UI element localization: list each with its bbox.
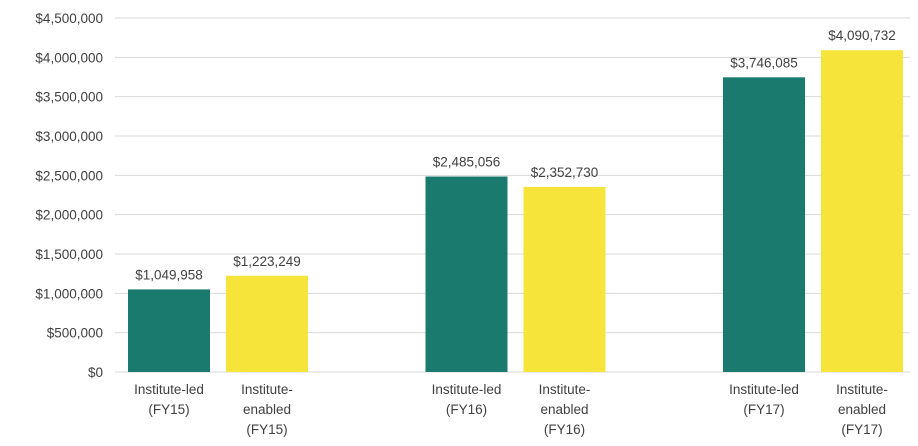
y-tick-label: $3,000,000: [35, 129, 103, 144]
x-tick-label: Institute-enabled (FY17): [836, 382, 888, 437]
y-tick-label: $500,000: [47, 326, 103, 341]
bar: [723, 77, 805, 372]
x-tick-label: Institute-led (FY17): [729, 382, 799, 417]
y-tick-label: $4,500,000: [35, 11, 103, 26]
x-tick-label: Institute-led (FY16): [432, 382, 502, 417]
bar: [821, 50, 903, 373]
x-tick-label: Institute-enabled (FY15): [241, 382, 293, 437]
bar: [523, 186, 606, 372]
y-tick-label: $1,500,000: [35, 247, 103, 262]
y-tick-label: $1,000,000: [35, 286, 103, 301]
y-tick-label: $3,500,000: [35, 90, 103, 105]
x-tick-label: Institute-enabled (FY16): [539, 382, 591, 437]
data-label: $4,090,732: [828, 28, 896, 43]
y-tick-label: $2,000,000: [35, 208, 103, 223]
bar: [226, 275, 308, 372]
y-tick-label: $4,000,000: [35, 50, 103, 65]
data-label: $1,223,249: [233, 254, 301, 269]
data-label: $3,746,085: [730, 55, 798, 70]
y-tick-label: $0: [88, 365, 103, 380]
data-label: $1,049,958: [135, 267, 203, 282]
data-label: $2,352,730: [531, 165, 599, 180]
bar: [425, 176, 508, 372]
x-tick-label: Institute-led (FY15): [134, 382, 204, 417]
y-tick-label: $2,500,000: [35, 168, 103, 183]
bar: [128, 289, 210, 372]
data-label: $2,485,056: [433, 155, 501, 170]
